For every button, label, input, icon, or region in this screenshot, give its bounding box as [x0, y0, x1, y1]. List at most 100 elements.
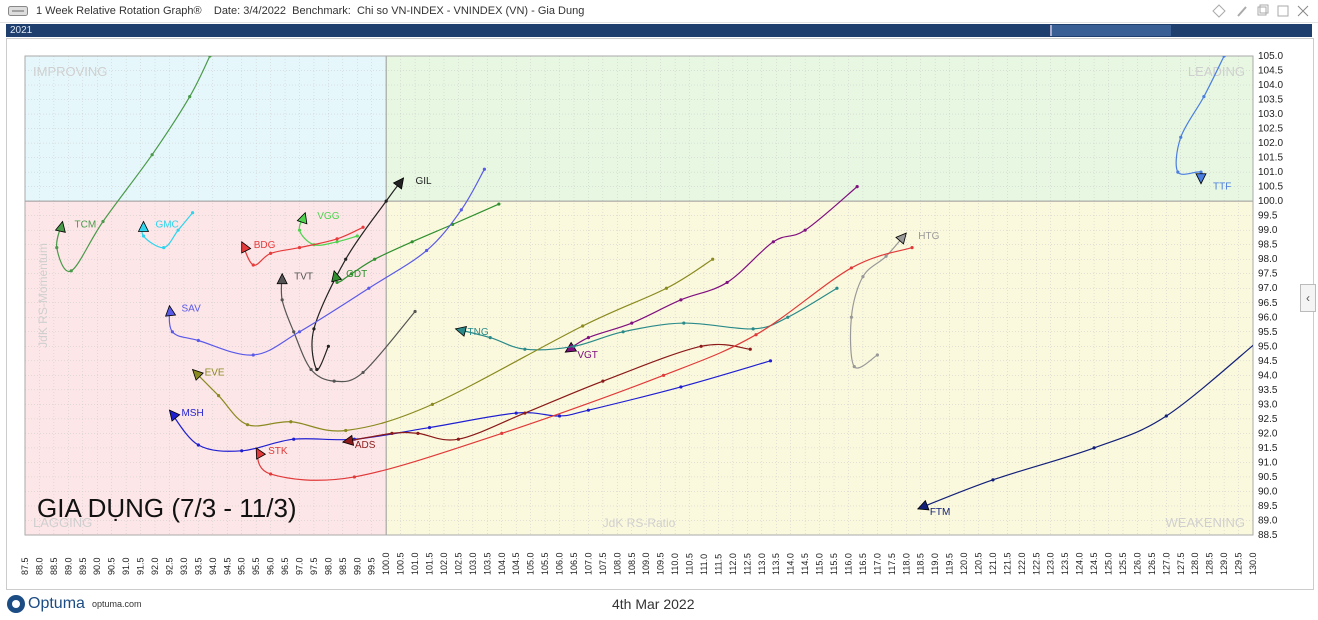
- window-controls[interactable]: [1212, 4, 1312, 18]
- x-tick-label: 107.0: [583, 552, 593, 575]
- series-point: [344, 428, 348, 433]
- x-tick-label: 103.5: [482, 552, 492, 575]
- series-point: [572, 344, 576, 348]
- series-point: [456, 437, 461, 441]
- series-label-ttf: TTF: [1213, 182, 1231, 193]
- series-point: [251, 353, 255, 357]
- y-tick-label: 103.0: [1258, 109, 1283, 120]
- timeline-track[interactable]: [46, 24, 1306, 37]
- y-tick-label: 101.0: [1258, 167, 1283, 178]
- series-stk: [255, 246, 914, 481]
- x-tick-label: 92.0: [150, 557, 160, 575]
- timeline-bar[interactable]: 2021 2022: [6, 24, 1312, 37]
- series-point: [373, 257, 377, 261]
- x-tick-label: 101.0: [410, 552, 420, 575]
- x-tick-label: 93.0: [179, 557, 189, 575]
- series-point: [601, 379, 605, 383]
- series-point: [413, 309, 417, 314]
- x-tick-label: 90.0: [92, 557, 102, 575]
- series-label-gmc: GMC: [155, 219, 178, 230]
- series-label-tvt: TVT: [294, 272, 313, 283]
- x-tick-label: 125.0: [1104, 552, 1114, 575]
- y-tick-label: 92.5: [1258, 414, 1278, 425]
- collapse-panel-button[interactable]: ‹: [1300, 284, 1316, 312]
- series-point: [661, 373, 666, 377]
- pin-icon[interactable]: [1237, 6, 1247, 17]
- series-point: [910, 246, 914, 250]
- x-tick-label: 92.5: [164, 557, 174, 575]
- series-point: [162, 246, 166, 250]
- y-tick-label: 89.0: [1258, 515, 1278, 526]
- plot-border: [24, 55, 1254, 536]
- series-msh: [168, 359, 773, 453]
- series-point: [425, 248, 429, 253]
- series-point: [586, 408, 591, 412]
- detach-icon[interactable]: [1277, 5, 1289, 17]
- x-tick-label: 104.0: [497, 552, 507, 575]
- y-tick-label: 91.5: [1258, 443, 1278, 454]
- y-tick-label: 98.5: [1258, 240, 1278, 251]
- x-tick-label: 111.5: [713, 554, 723, 575]
- y-tick-label: 99.0: [1258, 225, 1278, 236]
- series-point: [289, 420, 293, 424]
- x-tick-label: 97.5: [309, 557, 319, 575]
- x-tick-label: 120.5: [974, 552, 984, 575]
- series-point: [514, 411, 518, 415]
- series-point: [1199, 170, 1203, 174]
- series-label-vgg: VGG: [317, 211, 339, 222]
- x-tick-label: 107.5: [598, 552, 608, 575]
- series-gmc: [137, 211, 195, 250]
- y-tick-label: 96.0: [1258, 312, 1278, 323]
- series-point: [190, 211, 195, 215]
- x-tick-label: 99.5: [367, 557, 377, 575]
- x-tick-label: 113.0: [757, 553, 767, 575]
- series-point: [679, 298, 683, 302]
- series-point: [768, 359, 773, 363]
- x-tick-label: 115.0: [815, 553, 825, 575]
- series-line-htg: [849, 232, 907, 369]
- x-tick-label: 118.5: [916, 553, 926, 575]
- series-point: [416, 431, 420, 435]
- x-tick-label: 126.5: [1147, 552, 1157, 575]
- series-point: [849, 266, 853, 270]
- x-tick-label: 105.0: [526, 552, 536, 575]
- series-point: [196, 443, 200, 447]
- x-tick-label: 102.0: [439, 552, 449, 575]
- y-tick-label: 96.5: [1258, 298, 1278, 309]
- series-point: [1202, 95, 1206, 99]
- x-tick-label: 94.0: [208, 557, 218, 575]
- x-tick-label: 119.5: [945, 553, 955, 575]
- series-point: [269, 472, 273, 476]
- rrg-chart: 87.5 88.0 88.5 89.0 89.5 90.0 90.5 91.0 91.5 92.0…: [6, 38, 1314, 590]
- series-point: [188, 95, 192, 99]
- y-tick-label: 100.5: [1258, 182, 1283, 193]
- x-tick-label: 108.0: [612, 552, 622, 575]
- x-tick-label: 120.0: [959, 552, 969, 575]
- x-tick-label: 110.5: [685, 553, 695, 575]
- x-tick-label: 114.0: [786, 553, 796, 575]
- series-point: [679, 385, 683, 389]
- series-label-htg: HTG: [918, 231, 939, 242]
- series-label-gdt: GDT: [346, 269, 367, 280]
- series-head-arrow: [168, 409, 181, 422]
- diamond-icon[interactable]: [1212, 4, 1226, 18]
- series-point: [367, 286, 371, 290]
- x-tick-label: 121.5: [1002, 552, 1012, 575]
- x-tick-label: 109.5: [656, 552, 666, 575]
- x-tick-label: 95.0: [237, 557, 247, 575]
- series-head-arrow: [454, 325, 467, 337]
- y-tick-label: 89.5: [1258, 501, 1278, 512]
- x-tick-label: 115.5: [829, 553, 839, 575]
- series-point: [349, 272, 354, 276]
- timeline-start-label: 2021: [10, 25, 33, 36]
- close-icon[interactable]: [1297, 5, 1309, 17]
- x-tick-label: 98.0: [323, 557, 333, 575]
- series-point: [315, 367, 319, 372]
- x-tick-label: 128.0: [1190, 552, 1200, 575]
- x-tick-label: 103.0: [468, 552, 478, 575]
- series-label-tng: TNG: [468, 327, 489, 338]
- series-head-arrow: [331, 269, 343, 283]
- restore-icon[interactable]: [1257, 4, 1269, 16]
- series-point: [991, 478, 995, 482]
- series-head-arrow: [1195, 173, 1207, 185]
